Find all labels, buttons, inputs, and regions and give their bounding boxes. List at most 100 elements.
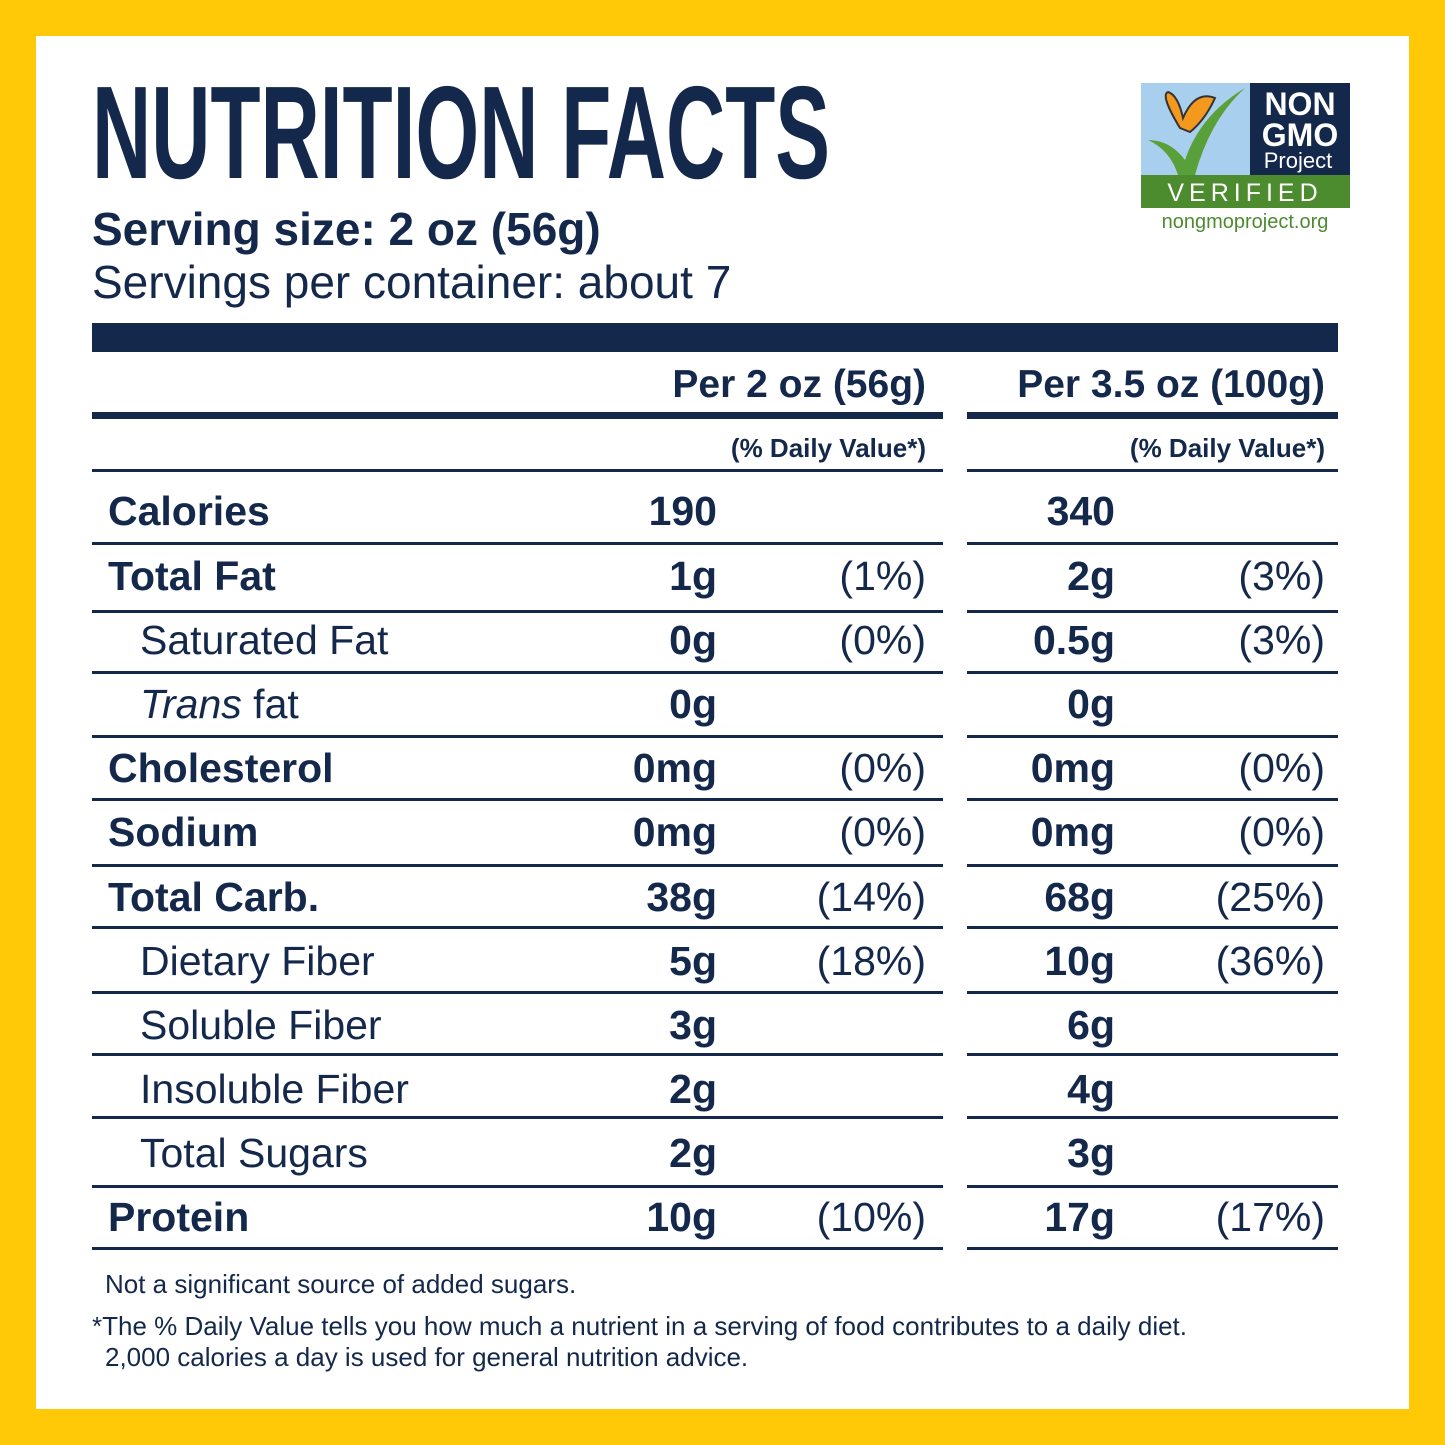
row-label: Total Sugars (140, 1130, 368, 1176)
amount: 0g (669, 617, 717, 663)
rule (967, 798, 1338, 801)
amount: 0mg (1031, 745, 1115, 791)
rule (92, 542, 943, 545)
badge-text: GMO (1262, 117, 1338, 153)
rule (967, 1116, 1338, 1119)
title: NUTRITION FACTS (92, 59, 830, 206)
footnote: Not a significant source of added sugars… (105, 1269, 576, 1299)
column-heading: Per 2 oz (56g) (672, 363, 926, 406)
rule (967, 926, 1338, 929)
amount: 38g (646, 874, 717, 920)
percent: (10%) (817, 1194, 926, 1240)
rule (967, 1185, 1338, 1188)
rule (92, 1116, 943, 1119)
amount: 4g (1067, 1066, 1115, 1112)
rule (92, 991, 943, 994)
amount: 2g (1067, 553, 1115, 599)
percent: (14%) (817, 874, 926, 920)
rule (967, 610, 1338, 613)
rule (967, 1247, 1338, 1250)
row-label: Sodium (108, 809, 258, 855)
amount: 0g (669, 681, 717, 727)
row-label: Soluble Fiber (140, 1002, 382, 1048)
amount: 0mg (1031, 809, 1115, 855)
amount: 0g (1067, 681, 1115, 727)
row-label-italic: Trans (140, 681, 242, 727)
row-label: Dietary Fiber (140, 938, 375, 984)
percent: (3%) (1238, 553, 1325, 599)
amount: 1g (669, 553, 717, 599)
amount: 10g (1044, 938, 1115, 984)
row-label-text: fat (253, 681, 299, 727)
amount: 3g (669, 1002, 717, 1048)
row-label: Total Fat (108, 553, 276, 599)
rule (967, 735, 1338, 738)
amount: 0.5g (1033, 617, 1115, 663)
rule (92, 1053, 943, 1056)
amount: 340 (1047, 488, 1115, 534)
badge-navy (1250, 83, 1350, 175)
amount: 68g (1044, 874, 1115, 920)
row-label: Saturated Fat (140, 617, 389, 663)
footnote: 2,000 calories a day is used for general… (105, 1342, 748, 1372)
check-icon (1148, 88, 1245, 175)
badge-text: NON (1264, 86, 1335, 122)
rule (967, 991, 1338, 994)
badge-green (1141, 175, 1350, 208)
rule (967, 1053, 1338, 1056)
rule (92, 671, 943, 674)
row-label: Total Carb. (108, 874, 319, 920)
header-rule (967, 412, 1338, 419)
butterfly-icon (1164, 90, 1217, 134)
header-rule (92, 412, 943, 419)
column-subheading: (% Daily Value*) (1130, 433, 1325, 463)
servings-per-container: Servings per container: about 7 (92, 256, 731, 308)
rule (92, 735, 943, 738)
amount: 2g (669, 1066, 717, 1112)
percent: (36%) (1216, 938, 1325, 984)
rule (92, 1247, 943, 1250)
serving-size: Serving size: 2 oz (56g) (92, 203, 601, 255)
percent: (18%) (817, 938, 926, 984)
row-label: Insoluble Fiber (140, 1066, 409, 1112)
badge-text: Project (1264, 148, 1332, 173)
column-heading: Per 3.5 oz (100g) (1017, 363, 1325, 406)
column-subheading: (% Daily Value*) (731, 433, 926, 463)
thick-bar (92, 323, 1338, 352)
amount: 10g (646, 1194, 717, 1240)
amount: 17g (1044, 1194, 1115, 1240)
rule (967, 542, 1338, 545)
amount: 190 (649, 488, 717, 534)
rule (967, 469, 1338, 472)
rule (92, 469, 943, 472)
rule (92, 1185, 943, 1188)
amount: 5g (669, 938, 717, 984)
panel (36, 36, 1409, 1409)
badge-verified: VERIFIED (1167, 179, 1322, 207)
amount: 0mg (633, 745, 717, 791)
percent: (0%) (839, 617, 926, 663)
amount: 2g (669, 1130, 717, 1176)
percent: (0%) (839, 745, 926, 791)
rule (92, 798, 943, 801)
amount: 3g (1067, 1130, 1115, 1176)
amount: 0mg (633, 809, 717, 855)
rule (967, 864, 1338, 867)
percent: (17%) (1216, 1194, 1325, 1240)
amount: 6g (1067, 1002, 1115, 1048)
rule (92, 926, 943, 929)
percent: (1%) (839, 553, 926, 599)
rule (92, 610, 943, 613)
percent: (0%) (1238, 745, 1325, 791)
percent: (0%) (1238, 809, 1325, 855)
rule (967, 671, 1338, 674)
percent: (0%) (839, 809, 926, 855)
row-label: Calories (108, 488, 270, 534)
badge: NON GMO Project VERIFIED nongmoproject.o… (1141, 83, 1350, 233)
percent: (25%) (1216, 874, 1325, 920)
percent: (3%) (1238, 617, 1325, 663)
footnote: *The % Daily Value tells you how much a … (92, 1311, 1187, 1341)
rule (92, 864, 943, 867)
